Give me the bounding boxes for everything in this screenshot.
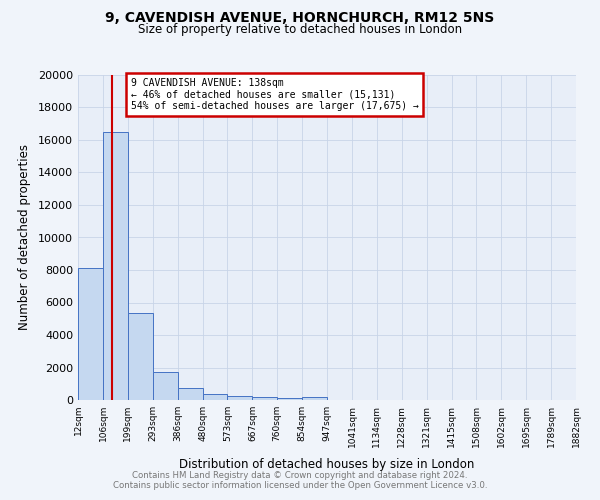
Text: 9 CAVENDISH AVENUE: 138sqm
← 46% of detached houses are smaller (15,131)
54% of : 9 CAVENDISH AVENUE: 138sqm ← 46% of deta… [131, 78, 419, 112]
Text: Size of property relative to detached houses in London: Size of property relative to detached ho… [138, 22, 462, 36]
Bar [227, 396, 253, 400]
Bar [253, 397, 277, 400]
Bar [153, 372, 178, 400]
Bar [203, 394, 227, 400]
Text: Contains public sector information licensed under the Open Government Licence v3: Contains public sector information licen… [113, 481, 487, 490]
X-axis label: Distribution of detached houses by size in London: Distribution of detached houses by size … [179, 458, 475, 471]
Text: 9, CAVENDISH AVENUE, HORNCHURCH, RM12 5NS: 9, CAVENDISH AVENUE, HORNCHURCH, RM12 5N… [106, 11, 494, 25]
Bar [277, 398, 302, 400]
Y-axis label: Number of detached properties: Number of detached properties [18, 144, 31, 330]
Bar [302, 397, 327, 400]
Bar [178, 388, 203, 400]
Bar [103, 132, 128, 400]
Bar [128, 313, 153, 400]
Text: Contains HM Land Registry data © Crown copyright and database right 2024.: Contains HM Land Registry data © Crown c… [132, 471, 468, 480]
Bar [78, 268, 103, 400]
